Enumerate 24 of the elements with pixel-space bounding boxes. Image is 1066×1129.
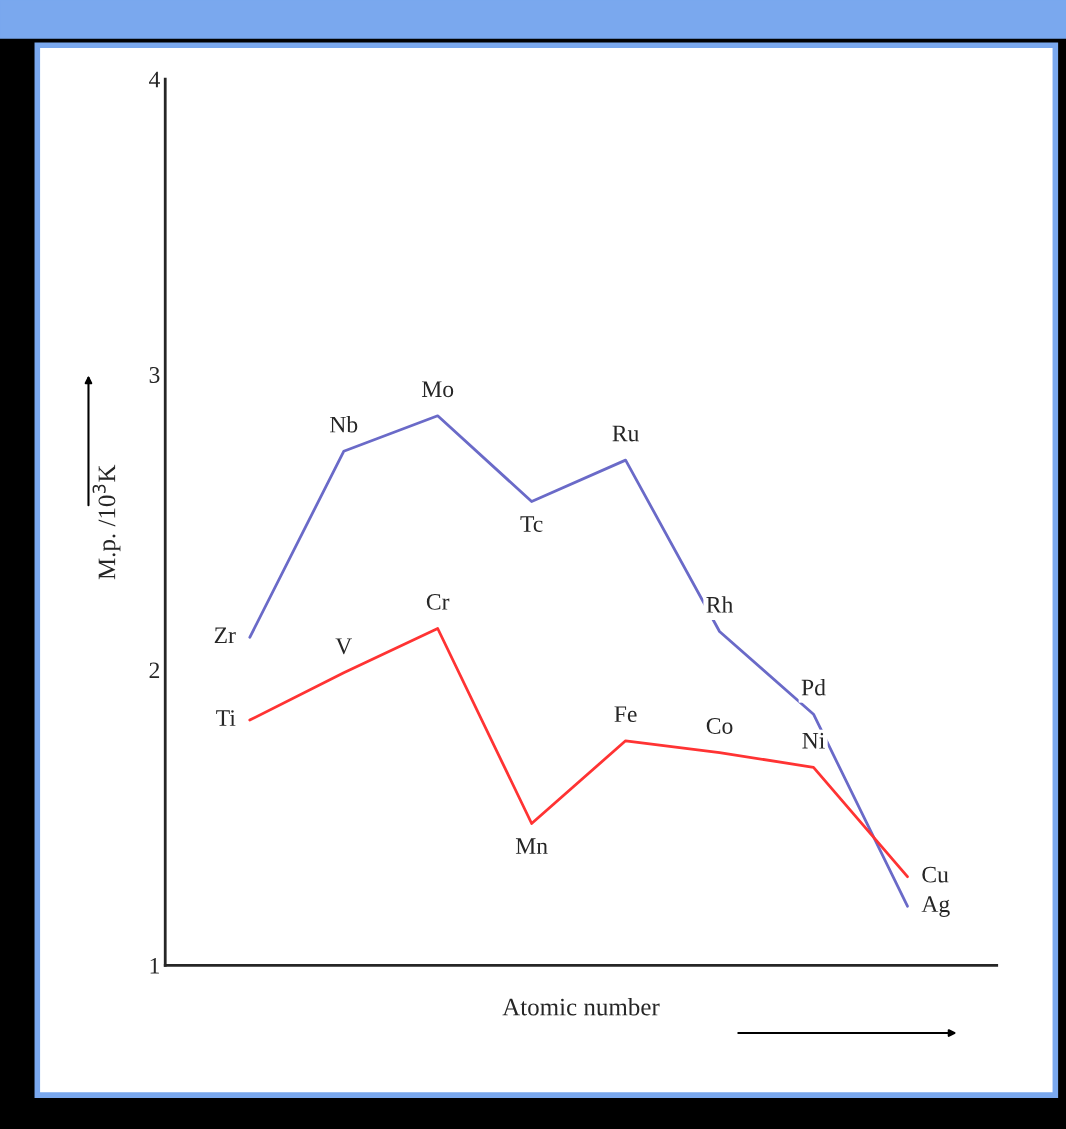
y-tick-label: 2 xyxy=(149,662,160,679)
y-axis-title: M.p. /10$^{3}$K xyxy=(92,464,121,580)
y-tick-label: 4 xyxy=(149,71,160,88)
line-series xyxy=(248,414,909,908)
y-tick-label: 1 xyxy=(150,957,159,974)
data-label: Co xyxy=(706,718,733,734)
data-label: Ru xyxy=(612,425,639,442)
y-tick-label: 3 xyxy=(149,367,160,383)
line-series xyxy=(248,627,909,879)
data-label: Fe xyxy=(614,706,637,723)
data-label: Nb xyxy=(329,415,358,433)
data-label: Mn xyxy=(515,838,548,854)
data-label: Pd xyxy=(801,678,826,696)
data-label: Cu xyxy=(922,866,949,883)
data-label: Ni xyxy=(802,732,825,749)
data-label: Ti xyxy=(216,710,236,726)
data-label: Tc xyxy=(520,516,543,532)
data-label: Cr xyxy=(426,593,450,610)
data-label: Zr xyxy=(214,627,236,644)
data-label: V xyxy=(335,638,352,655)
data-label: Rh xyxy=(706,596,734,613)
data-label: Mo xyxy=(421,381,454,398)
data-label: Ag xyxy=(921,896,950,917)
x-axis-title: Atomic number xyxy=(502,997,660,1016)
